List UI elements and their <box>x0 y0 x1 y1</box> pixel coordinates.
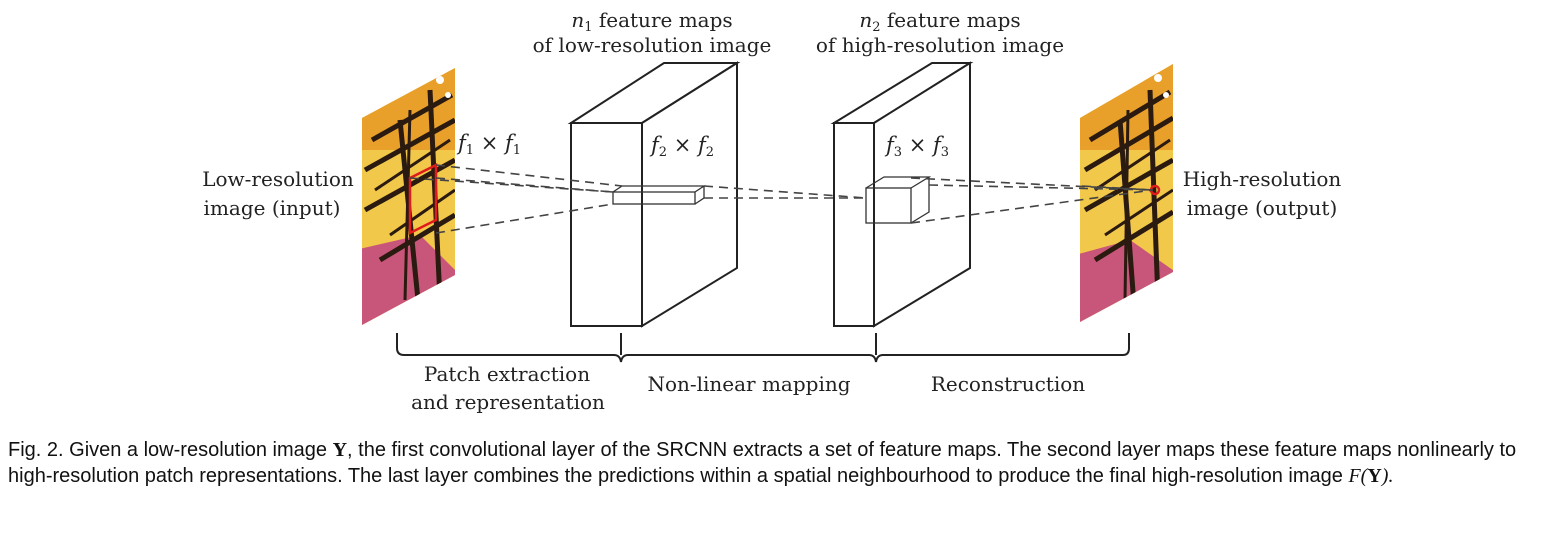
filter-cube-f3 <box>865 176 932 224</box>
caption-symbol-y: Y <box>332 439 348 461</box>
caption-paren-close: ). <box>1381 465 1394 487</box>
caption-symbol-y2: Y <box>1367 465 1382 487</box>
feature-block-2 <box>830 61 974 328</box>
n2-label-line1: n2 feature maps <box>859 8 1020 35</box>
n1-label-line2: of low-resolution image <box>533 33 772 57</box>
stage2-label: Non-linear mapping <box>647 372 850 396</box>
n1-label-line1: n1 feature maps <box>571 8 732 35</box>
f2-label: f2 × f2 <box>649 133 714 160</box>
projection-lines <box>409 164 1154 234</box>
n2-label-line2: of high-resolution image <box>816 33 1064 57</box>
figure-caption: Fig. 2. Given a low-resolution image Y, … <box>8 437 1543 489</box>
input-label-line1: Low-resolution <box>202 167 354 191</box>
output-label-line1: High-resolution <box>1183 167 1342 191</box>
caption-symbol-f: F <box>1348 465 1361 487</box>
stage1-label-line2: and representation <box>411 390 605 414</box>
output-label-line2: image (output) <box>1187 196 1338 220</box>
stage-braces <box>396 333 1130 363</box>
srcnn-diagram: Low-resolution image (input) High-resolu… <box>202 8 1342 414</box>
caption-text-1: Fig. 2. Given a low-resolution image <box>8 439 333 461</box>
caption-paren-open: ( <box>1360 465 1368 487</box>
input-patch <box>408 162 438 236</box>
output-image <box>1080 64 1173 322</box>
stage3-label: Reconstruction <box>931 372 1085 396</box>
stage1-label-line1: Patch extraction <box>424 362 590 386</box>
f3-label: f3 × f3 <box>884 133 949 160</box>
input-image <box>362 68 455 325</box>
f1-label: f1 × f1 <box>456 131 521 158</box>
input-label-line2: image (input) <box>204 196 341 220</box>
caption-text-2: , the first convolutional layer of the S… <box>8 439 1517 487</box>
feature-block-1 <box>567 61 741 328</box>
